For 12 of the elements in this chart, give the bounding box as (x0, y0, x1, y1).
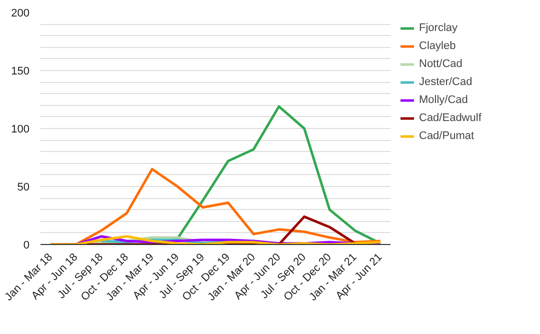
y-tick-label: 0 (23, 240, 30, 252)
legend-label: Clayleb (419, 40, 456, 52)
legend-label: Cad/Eadwulf (419, 112, 482, 124)
legend-label: Jester/Cad (419, 76, 472, 88)
y-tick-label: 150 (11, 66, 30, 78)
legend-label: Molly/Cad (419, 94, 468, 106)
y-tick-label: 200 (11, 8, 30, 20)
legend-label: Nott/Cad (419, 58, 462, 70)
legend-label: Fjorclay (419, 22, 458, 34)
y-tick-label: 100 (11, 124, 30, 136)
y-tick-label: 50 (17, 182, 30, 194)
legend-label: Cad/Pumat (419, 130, 474, 142)
